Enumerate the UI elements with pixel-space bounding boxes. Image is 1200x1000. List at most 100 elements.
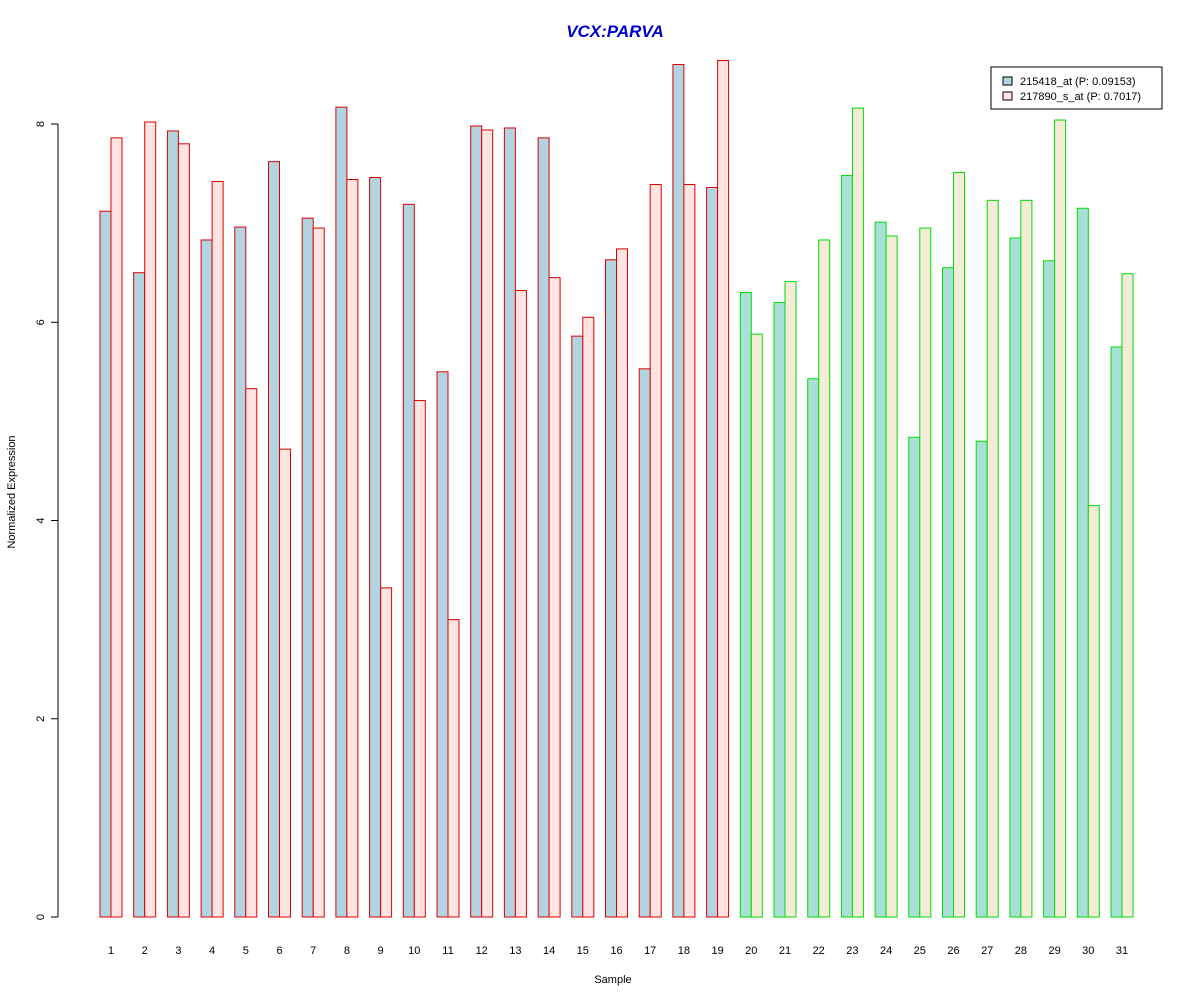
y-tick-label: 8 [35,121,47,127]
legend-label-1: 215418_at (P: 0.09153) [1020,76,1136,88]
x-tick-label-22: 22 [813,945,825,957]
bar-sample-7-series-2 [312,227,325,918]
x-tick-label-4: 4 [209,945,215,957]
bar-sample-24-series-2 [885,235,898,918]
bar-sample-11-series-1 [436,371,449,918]
bar-sample-17-series-2 [649,183,662,918]
bar-sample-21-series-1 [773,301,786,918]
x-tick-label-15: 15 [577,945,589,957]
legend-swatch-1 [1002,76,1013,86]
bar-sample-17-series-1 [638,368,651,918]
bar-sample-12-series-2 [481,129,494,918]
legend: 215418_at (P: 0.09153) 217890_s_at (P: 0… [990,66,1163,110]
bar-sample-29-series-1 [1043,260,1056,918]
bar-sample-7-series-1 [301,217,314,918]
bar-sample-13-series-2 [514,290,527,918]
x-tick-label-29: 29 [1048,945,1060,957]
y-tick-label: 0 [35,914,47,920]
x-tick-label-9: 9 [378,945,384,957]
bar-sample-6-series-2 [279,448,291,918]
bar-sample-28-series-2 [1020,199,1033,918]
legend-box [990,66,1163,110]
y-tick-label: 4 [35,517,47,523]
bar-sample-3-series-1 [166,130,179,918]
x-tick-label-24: 24 [880,945,892,957]
bar-sample-11-series-2 [447,619,460,918]
bar-sample-26-series-1 [942,267,954,918]
bar-sample-10-series-2 [413,400,426,918]
bar-sample-15-series-2 [582,316,595,918]
bar-sample-18-series-1 [672,64,685,918]
bar-sample-5-series-2 [245,388,258,918]
x-tick-label-7: 7 [310,945,316,957]
x-tick-label-18: 18 [678,945,690,957]
bar-sample-10-series-1 [402,203,415,918]
bar-sample-14-series-1 [537,137,550,918]
bar-sample-24-series-1 [874,221,887,918]
bar-sample-20-series-2 [750,333,763,918]
x-tick-label-25: 25 [914,945,926,957]
x-tick-label-8: 8 [344,945,350,957]
bar-sample-25-series-1 [908,436,921,918]
bar-sample-21-series-2 [784,281,797,918]
x-tick-label-27: 27 [981,945,993,957]
bar-sample-12-series-1 [470,125,483,918]
bar-sample-9-series-1 [369,177,382,918]
bar-sample-16-series-1 [605,259,617,918]
bar-sample-22-series-1 [807,378,820,918]
bar-sample-8-series-2 [346,179,359,918]
bar-sample-23-series-2 [851,107,864,918]
bar-sample-19-series-2 [717,60,730,918]
bar-sample-19-series-1 [706,186,719,918]
bar-sample-20-series-1 [739,292,752,918]
legend-swatch-2 [1002,91,1013,101]
x-tick-label-20: 20 [745,945,757,957]
x-tick-label-12: 12 [476,945,488,957]
bar-sample-5-series-1 [234,226,247,918]
bar-sample-30-series-2 [1087,505,1100,918]
bar-sample-4-series-1 [200,239,213,918]
bar-sample-8-series-1 [335,106,348,918]
x-tick-label-3: 3 [175,945,181,957]
x-tick-label-31: 31 [1116,945,1128,957]
bar-sample-27-series-2 [986,199,999,918]
x-tick-label-13: 13 [509,945,521,957]
x-tick-label-10: 10 [408,945,420,957]
y-tick-label: 2 [35,716,47,722]
bar-sample-1-series-1 [99,210,112,918]
bar-sample-14-series-2 [548,277,561,918]
x-tick-label-30: 30 [1082,945,1094,957]
bar-sample-15-series-1 [571,335,584,918]
bar-sample-28-series-1 [1009,237,1022,918]
x-tick-label-28: 28 [1015,945,1027,957]
bar-sample-23-series-1 [840,175,853,918]
x-tick-label-14: 14 [543,945,555,957]
bars [99,60,1134,918]
y-axis-ticks: 0 2 4 6 8 [35,121,58,920]
x-tick-label-11: 11 [442,945,453,957]
y-axis-label: Normalized Expression [6,435,18,548]
bar-sample-16-series-2 [616,248,628,918]
x-axis-tick-labels: 1 2 3 4 5 6 7 8 9 10 11 12 13 14 15 16 17 18 19 20 21 22 23 24 2… [108,945,1128,957]
bar-sample-4-series-2 [211,180,224,918]
x-tick-label-1: 1 [108,945,114,957]
x-axis-label: Sample [594,974,631,986]
bar-sample-31-series-1 [1110,346,1123,918]
bar-sample-30-series-1 [1076,207,1089,918]
x-tick-label-6: 6 [276,945,282,957]
chart-title: VCX:PARVA [566,22,664,41]
x-tick-label-17: 17 [644,945,656,957]
bar-sample-1-series-2 [110,137,123,918]
bar-sample-18-series-2 [683,183,696,918]
bar-sample-27-series-1 [975,440,988,918]
bar-sample-2-series-2 [144,121,157,918]
x-tick-label-21: 21 [779,945,791,957]
legend-label-2: 217890_s_at (P: 0.7017) [1020,91,1141,103]
bar-sample-31-series-2 [1121,273,1134,918]
x-tick-label-16: 16 [610,945,622,957]
bar-sample-9-series-2 [380,587,393,918]
bar-sample-6-series-1 [268,161,280,918]
y-tick-label: 6 [35,319,47,325]
bar-sample-3-series-2 [177,143,190,918]
